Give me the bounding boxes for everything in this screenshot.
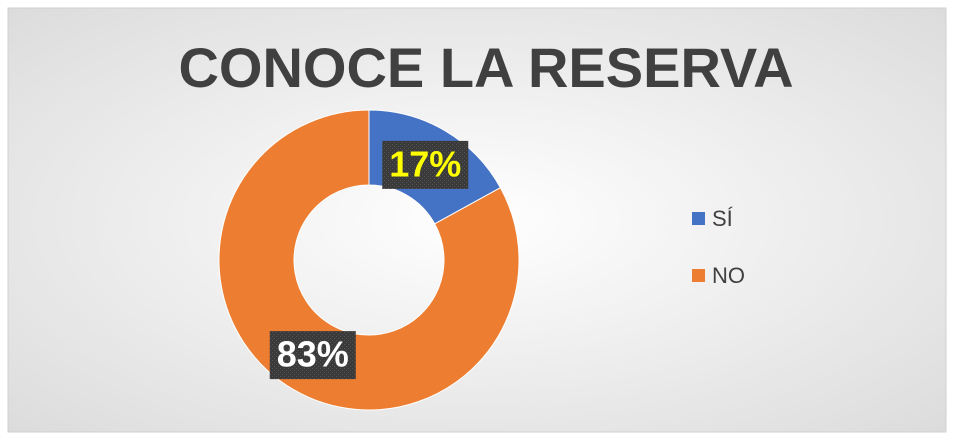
data-label: 17% [389, 143, 461, 184]
legend-swatch [692, 269, 705, 282]
legend-label: SÍ [712, 206, 734, 231]
data-label-box [382, 140, 469, 189]
legend-label: NO [712, 263, 745, 288]
data-label-box [269, 331, 356, 380]
chart-title: CONOCE LA RESERVA [178, 36, 793, 99]
legend-swatch [692, 212, 705, 225]
data-label: 83% [277, 334, 349, 375]
